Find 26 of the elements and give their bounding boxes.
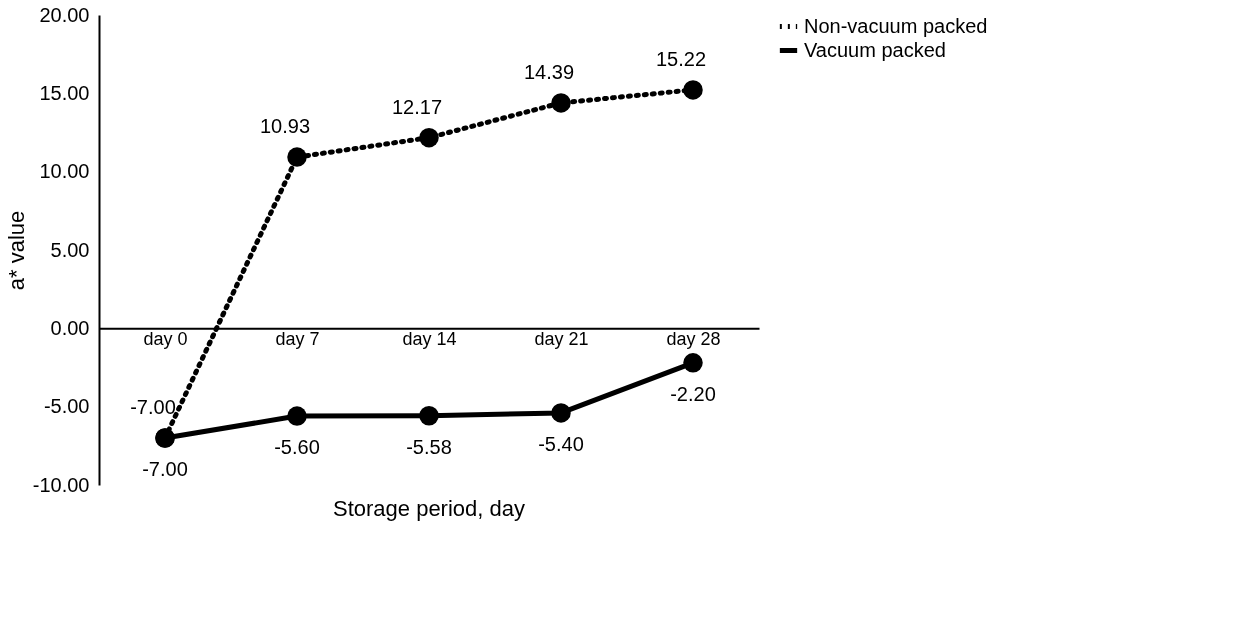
x-axis-title: Storage period, day	[332, 496, 526, 521]
data-label: -5.60	[274, 436, 320, 459]
y-axis-title: a* value	[3, 210, 29, 291]
y-tick-label: 15.00	[39, 81, 90, 104]
x-tick-label: day 0	[143, 328, 188, 349]
y-tick-label: 20.00	[39, 3, 90, 26]
data-label: 10.93	[259, 115, 311, 138]
data-label: 12.17	[391, 95, 443, 118]
legend-label: Non-vacuum packed	[804, 14, 988, 37]
data-label: -7.00	[130, 396, 176, 418]
data-label: 14.39	[523, 60, 575, 83]
x-tick-label: day 7	[275, 328, 320, 349]
y-tick-label: 10.00	[39, 160, 90, 183]
y-tick-label: -5.00	[43, 395, 90, 418]
x-tick-label: day 21	[534, 328, 589, 349]
x-tick-label: day 28	[666, 328, 721, 349]
y-tick-label: 5.00	[50, 238, 90, 261]
data-label: -5.40	[538, 432, 584, 455]
legend-label: Vacuum packed	[804, 38, 946, 61]
data-label: -5.58	[406, 435, 452, 458]
data-label: -2.20	[670, 382, 716, 405]
x-tick-label: day 14	[402, 328, 457, 349]
y-tick-label: 0.00	[50, 316, 90, 339]
data-label: 15.22	[655, 47, 707, 70]
y-tick-label: -10.00	[32, 473, 90, 496]
data-label: -7.00	[142, 458, 188, 480]
